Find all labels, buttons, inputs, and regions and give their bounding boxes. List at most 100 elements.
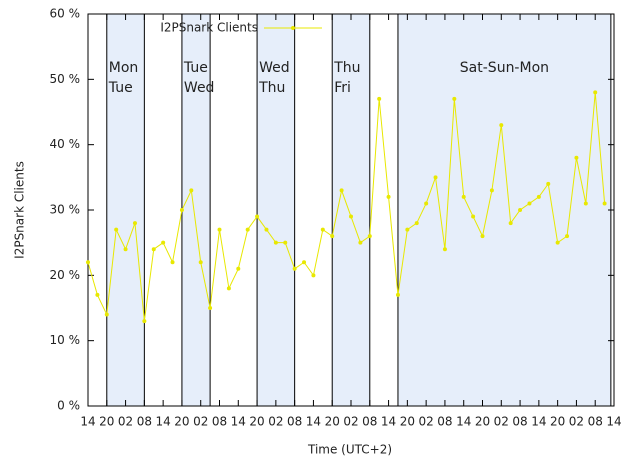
point xyxy=(236,266,241,271)
x-tick-label: 14 xyxy=(456,415,471,429)
point xyxy=(405,227,410,232)
y-axis-label: I2PSnark Clients xyxy=(13,161,27,259)
point xyxy=(442,247,447,252)
x-tick-label: 02 xyxy=(419,415,434,429)
x-tick-label: 08 xyxy=(287,415,302,429)
point xyxy=(198,260,203,265)
region-label: Wed xyxy=(184,80,215,96)
point xyxy=(518,208,523,212)
point xyxy=(508,221,513,226)
region xyxy=(106,14,145,406)
point xyxy=(189,188,194,193)
point xyxy=(330,234,335,239)
x-tick-label: 20 xyxy=(325,415,340,429)
point xyxy=(208,306,213,310)
region-label: Tue xyxy=(183,60,208,76)
x-tick-label: 02 xyxy=(268,415,283,429)
x-tick-label: 14 xyxy=(80,415,95,429)
point xyxy=(255,214,260,219)
point xyxy=(546,181,551,186)
point xyxy=(461,194,466,199)
series-line xyxy=(87,92,606,322)
y-tick-label: 30 % xyxy=(50,203,81,217)
point xyxy=(574,155,579,160)
x-tick-label: 02 xyxy=(193,415,208,429)
point xyxy=(424,201,429,206)
point xyxy=(395,292,400,297)
x-tick-label: 20 xyxy=(400,415,415,429)
region-label: Wed xyxy=(259,60,290,76)
region xyxy=(181,14,211,406)
region-label: Thu xyxy=(258,80,285,96)
point xyxy=(377,96,382,101)
point xyxy=(123,247,128,252)
region xyxy=(332,14,370,406)
point xyxy=(179,208,184,212)
point xyxy=(151,247,156,252)
point xyxy=(273,240,278,245)
x-axis-label: Time (UTC+2) xyxy=(307,443,392,457)
x-tick-label: 20 xyxy=(475,415,490,429)
plot-frame xyxy=(87,13,615,407)
x-tick-label: 08 xyxy=(588,415,603,429)
x-tick-label: 08 xyxy=(437,415,452,429)
region-label: Fri xyxy=(334,80,351,96)
region xyxy=(397,14,611,406)
point xyxy=(104,312,109,317)
x-tick-label: 20 xyxy=(99,415,114,429)
x-tick-label: 14 xyxy=(606,415,621,429)
x-tick-label: 20 xyxy=(174,415,189,429)
point xyxy=(565,234,570,239)
point xyxy=(349,214,353,219)
point xyxy=(489,188,494,193)
region-label: Thu xyxy=(333,60,360,76)
x-tick-label: 14 xyxy=(381,415,396,429)
point xyxy=(602,201,607,206)
point xyxy=(499,123,504,128)
point xyxy=(386,194,391,199)
point xyxy=(142,319,147,324)
point xyxy=(292,266,297,271)
x-tick-label: 14 xyxy=(156,415,171,429)
region-label: Tue xyxy=(108,80,133,96)
region-label: Sat-Sun-Mon xyxy=(460,60,549,76)
x-tick-label: 02 xyxy=(494,415,509,429)
point xyxy=(245,227,250,232)
point xyxy=(593,90,598,95)
x-tick-label: 14 xyxy=(531,415,546,429)
x-tick-label: 08 xyxy=(137,415,152,429)
point xyxy=(95,292,100,297)
point xyxy=(339,188,344,193)
region xyxy=(257,14,295,406)
y-tick-label: 40 % xyxy=(50,137,81,151)
legend-marker xyxy=(291,26,295,30)
point xyxy=(226,286,231,291)
point xyxy=(86,260,90,265)
y-tick-label: 60 % xyxy=(50,7,81,21)
point xyxy=(536,194,541,199)
point xyxy=(217,227,222,232)
point xyxy=(480,234,485,239)
point xyxy=(311,273,316,278)
legend-label: I2PSnark Clients xyxy=(160,21,258,35)
x-tick-label: 14 xyxy=(306,415,321,429)
point xyxy=(583,201,588,206)
region-label: Mon xyxy=(109,60,139,76)
point xyxy=(433,175,438,180)
x-tick-label: 02 xyxy=(343,415,358,429)
y-tick-label: 20 % xyxy=(50,268,81,282)
x-tick-label: 20 xyxy=(550,415,565,429)
point xyxy=(367,234,372,239)
x-tick-label: 02 xyxy=(569,415,584,429)
point xyxy=(358,240,363,245)
point xyxy=(452,96,457,101)
point xyxy=(320,227,325,232)
point xyxy=(471,214,476,219)
y-tick-label: 50 % xyxy=(50,72,81,86)
y-tick-label: 0 % xyxy=(57,399,80,413)
point xyxy=(114,227,119,232)
point xyxy=(555,240,560,245)
x-tick-label: 14 xyxy=(231,415,246,429)
point xyxy=(302,260,307,265)
